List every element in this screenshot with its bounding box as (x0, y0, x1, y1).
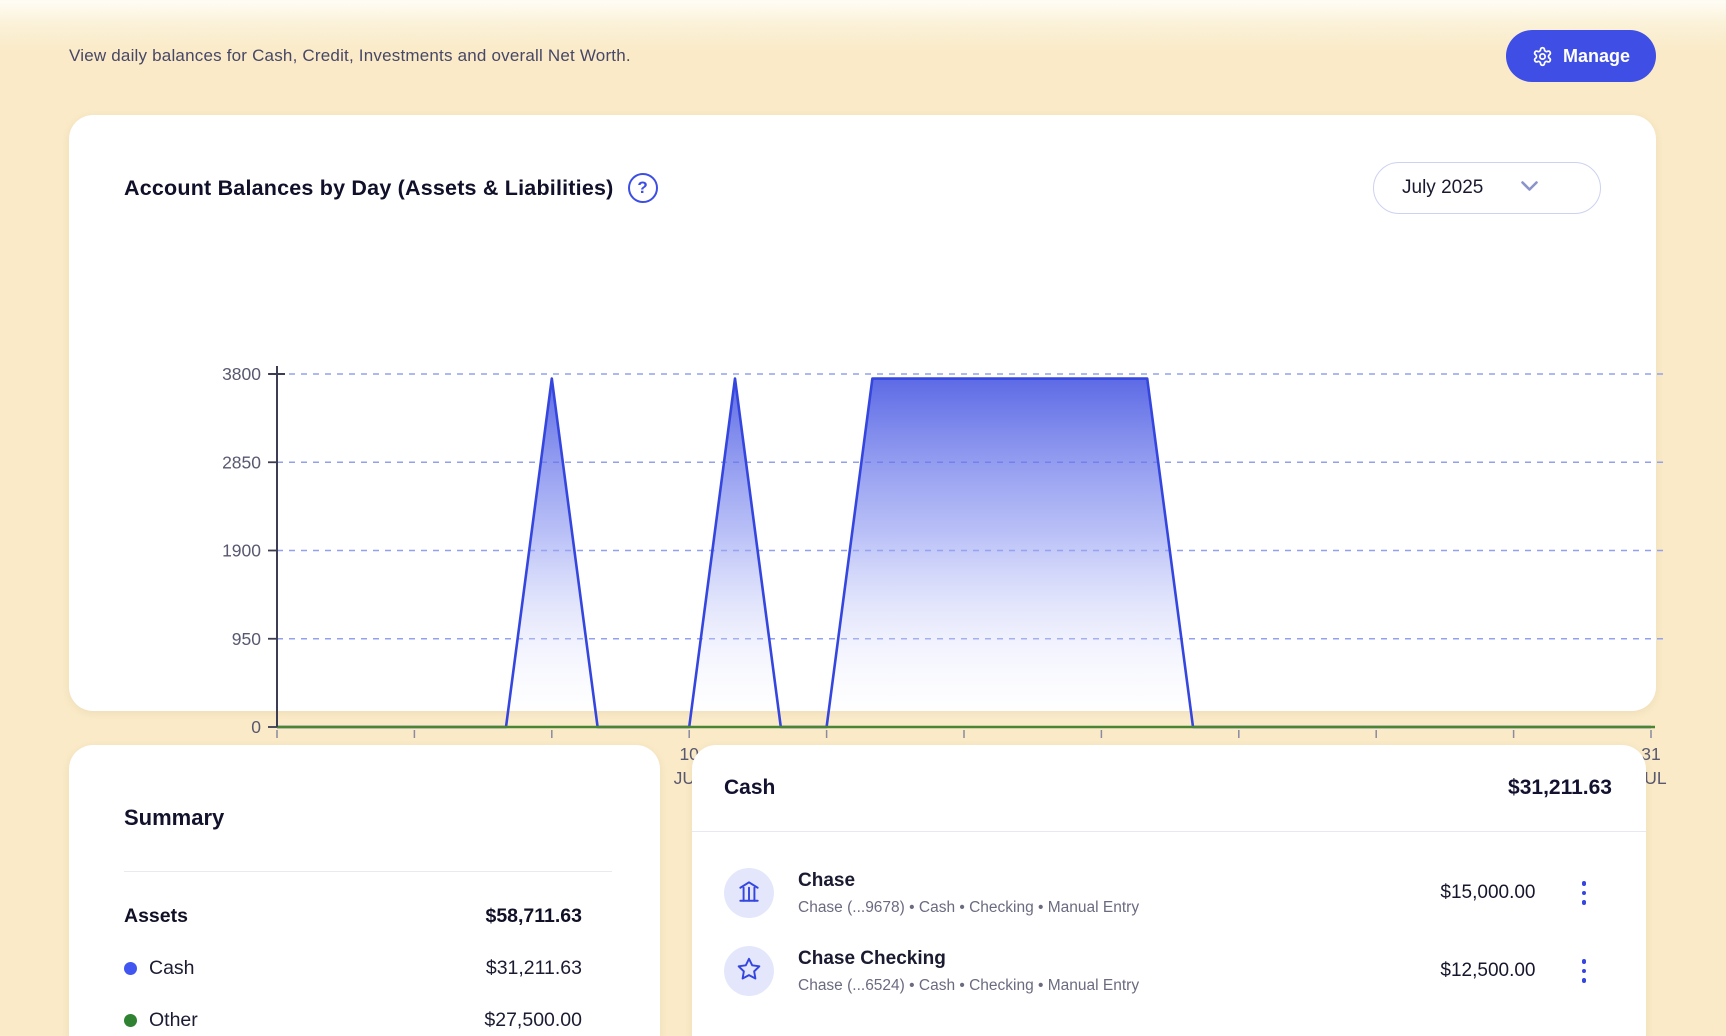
account-details: Chase (...6524) • Cash • Checking • Manu… (798, 977, 1139, 995)
cash-card: Cash $31,211.63 Chase Chase (...9678) • (692, 745, 1646, 1036)
gear-icon (1532, 46, 1553, 67)
balances-chart-card: Account Balances by Day (Assets & Liabil… (69, 115, 1656, 711)
account-row-chase[interactable]: Chase Chase (...9678) • Cash • Checking … (692, 854, 1646, 932)
account-name: Chase Checking (798, 948, 1139, 970)
account-name: Chase (798, 870, 1139, 892)
account-list: Chase Chase (...9678) • Cash • Checking … (692, 832, 1646, 1010)
manage-button-label: Manage (1563, 46, 1630, 67)
summary-other-value: $27,500.00 (484, 1009, 582, 1032)
star-icon (736, 956, 762, 987)
summary-row-other: Other $27,500.00 (124, 994, 612, 1036)
y-axis-label: 2850 (222, 452, 261, 472)
account-row-chase-checking[interactable]: Chase Checking Chase (...6524) • Cash • … (692, 932, 1646, 1010)
topbar: View daily balances for Cash, Credit, In… (69, 26, 1656, 86)
summary-assets-label: Assets (124, 905, 188, 928)
cash-card-title: Cash (724, 776, 775, 800)
manage-button[interactable]: Manage (1506, 30, 1656, 82)
account-details: Chase (...9678) • Cash • Checking • Manu… (798, 899, 1139, 917)
cash-dot-icon (124, 962, 137, 975)
summary-divider (124, 871, 612, 872)
y-axis-label: 1900 (222, 541, 261, 561)
y-axis-label: 3800 (222, 364, 261, 384)
bank-icon (736, 878, 762, 909)
summary-assets-value: $58,711.63 (485, 905, 582, 928)
y-axis-label: 0 (251, 717, 261, 737)
cash-card-header: Cash $31,211.63 (692, 745, 1646, 831)
assets-area (277, 379, 1651, 727)
period-dropdown-value: July 2025 (1402, 177, 1483, 199)
cash-card-total: $31,211.63 (1508, 776, 1612, 800)
kebab-menu-icon[interactable] (1578, 877, 1591, 909)
page-subtitle: View daily balances for Cash, Credit, In… (69, 46, 631, 66)
chevron-down-icon (1521, 179, 1538, 197)
chart-title: Account Balances by Day (Assets & Liabil… (124, 176, 614, 201)
balances-area-chart: 095019002850380001JUL04JUL07JUL10JUL13JU… (159, 345, 1679, 795)
account-avatar (724, 946, 774, 996)
help-icon[interactable]: ? (628, 173, 658, 203)
summary-other-label: Other (149, 1009, 198, 1032)
period-dropdown[interactable]: July 2025 (1373, 162, 1601, 214)
summary-title: Summary (124, 805, 612, 831)
chart-card-header: Account Balances by Day (Assets & Liabil… (124, 160, 1601, 216)
kebab-menu-icon[interactable] (1578, 955, 1591, 987)
other-dot-icon (124, 1014, 137, 1027)
account-avatar (724, 868, 774, 918)
account-balance: $12,500.00 (1440, 960, 1535, 982)
summary-row-cash: Cash $31,211.63 (124, 942, 612, 994)
summary-card: Summary Assets $58,711.63 Cash $31,211.6… (69, 745, 660, 1036)
y-axis-label: 950 (232, 629, 261, 649)
account-balance: $15,000.00 (1440, 882, 1535, 904)
summary-cash-value: $31,211.63 (486, 957, 582, 980)
summary-cash-label: Cash (149, 957, 195, 980)
summary-row-assets: Assets $58,711.63 (124, 890, 612, 942)
